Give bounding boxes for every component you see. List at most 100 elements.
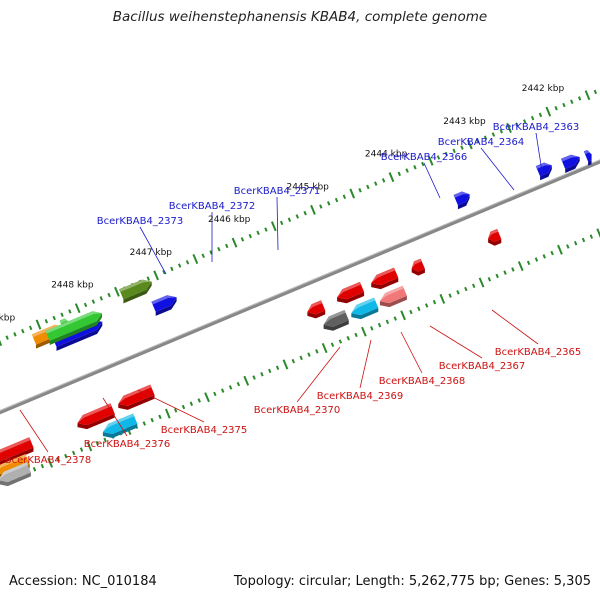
forward-scale-tick	[593, 89, 598, 95]
gene-arrow-highlight	[119, 279, 152, 292]
reverse-scale-tick	[354, 332, 358, 338]
genome-backbone	[0, 159, 600, 415]
gene-bcerkbab4-2375-upper[interactable]	[118, 384, 155, 410]
forward-gene-label[interactable]: BcerKBAB4_2363	[493, 122, 580, 133]
gene-bcerkbab4-2370-upper[interactable]	[307, 300, 326, 319]
gene-arrow-side	[411, 268, 425, 276]
reverse-gene-label[interactable]: BcerKBAB4_2378	[5, 455, 92, 466]
gene-bcerkbab4-2378-grey[interactable]	[0, 462, 31, 487]
forward-scale-tick	[192, 254, 199, 264]
reverse-gene-label[interactable]: BcerKBAB4_2368	[379, 376, 466, 387]
scale-label: 2443 kbp	[443, 117, 486, 127]
reverse-scale-tick	[299, 355, 303, 361]
reverse-gene-label[interactable]: BcerKBAB4_2370	[254, 405, 341, 416]
gene-arrow-side	[56, 321, 103, 351]
gene-bcerkbab4-2370[interactable]	[323, 310, 349, 331]
forward-gene-label[interactable]: BcerKBAB4_2364	[438, 137, 525, 148]
gene-arrow-side	[457, 194, 470, 210]
reverse-gene-label[interactable]: BcerKBAB4_2367	[439, 361, 526, 372]
reverse-scale-tick	[220, 388, 225, 393]
gene-bcerkbab4-2376[interactable]	[102, 413, 138, 439]
gene-bcerkbab4-2365-upper[interactable]	[488, 228, 502, 246]
forward-scale-tick	[107, 292, 111, 298]
gene-bcerkbab4-2368[interactable]	[379, 285, 407, 308]
forward-scale-tick	[436, 155, 441, 160]
gene-bcerkbab4-2371-upper[interactable]	[119, 279, 152, 304]
forward-scale-tick	[366, 184, 370, 190]
forward-scale-tick	[0, 340, 3, 346]
reverse-scale-tick	[40, 463, 45, 469]
forward-scale-tick	[326, 201, 331, 206]
forward-scale-tick	[452, 148, 456, 154]
genome-backbone-highlight	[0, 159, 600, 412]
forward-gene-label[interactable]: BcerKBAB4_2372	[169, 201, 256, 212]
gene-green-bar[interactable]	[45, 311, 103, 345]
gene-bcerkbab4-2369-upper[interactable]	[337, 281, 365, 304]
gene-bcerkbab4-2369[interactable]	[351, 297, 379, 320]
forward-scale-tick	[349, 188, 356, 199]
reverse-scale-tick	[32, 467, 37, 472]
gene-bcerkbab4-2363[interactable]	[561, 154, 580, 173]
gene-bcerkbab4-2366[interactable]	[453, 191, 470, 210]
gene-bcerkbab4-2367-upper[interactable]	[411, 258, 425, 276]
gene-arrow-face	[323, 310, 349, 327]
forward-scale-tick	[491, 132, 496, 137]
reverse-gene-label[interactable]: BcerKBAB4_2365	[495, 347, 582, 358]
reverse-scale-tick	[495, 273, 499, 279]
reverse-label-leader	[359, 339, 372, 389]
scale-label: 2447 kbp	[130, 248, 173, 258]
reverse-scale-tick	[346, 336, 350, 341]
reverse-scale-tick	[361, 326, 367, 337]
reverse-scale-tick	[142, 421, 147, 426]
gene-bcerkbab4-2363-b[interactable]	[583, 150, 592, 166]
reverse-scale-tick	[409, 309, 413, 315]
forward-scale-tick	[21, 328, 25, 334]
reverse-gene-label[interactable]: BcerKBAB4_2375	[161, 425, 248, 436]
reverse-scale-tick	[260, 372, 264, 377]
forward-gene-label[interactable]: BcerKBAB4_2371	[234, 186, 321, 197]
gene-arrow-face	[77, 403, 115, 426]
reverse-gene-label[interactable]: BcerKBAB4_2369	[317, 391, 404, 402]
reverse-scale-tick	[424, 303, 429, 308]
forward-scale-tick	[405, 168, 409, 173]
gene-arrow-side	[337, 292, 365, 304]
map-title: Bacillus weihenstephanensis KBAB4, compl…	[112, 9, 488, 25]
gene-arrow-side	[307, 310, 326, 319]
gene-bcerkbab4-2368-upper[interactable]	[371, 267, 399, 290]
forward-scale-tick	[35, 319, 42, 330]
reverse-scale-tick	[377, 322, 382, 328]
reverse-scale-tick	[542, 254, 546, 259]
reverse-scale-tick	[291, 358, 296, 364]
forward-scale-tick	[287, 217, 292, 222]
forward-scale-tick	[256, 230, 260, 236]
forward-scale-tick	[381, 178, 386, 183]
reverse-scale-tick	[307, 352, 311, 357]
forward-scale-tick	[231, 237, 238, 248]
forward-scale-tick	[99, 296, 103, 301]
gene-bcerkbab4-2371[interactable]	[151, 295, 177, 316]
reverse-scale-tick	[550, 250, 554, 256]
forward-scale-tick	[515, 122, 519, 127]
gene-arrow-face	[307, 300, 326, 315]
gene-bcerkbab4-2376-upper[interactable]	[77, 403, 115, 430]
gene-arrow-face	[0, 437, 34, 462]
gene-bcerkbab4-2378-upper[interactable]	[0, 437, 34, 466]
gene-bcerkbab4-2364[interactable]	[535, 162, 552, 181]
reverse-label-leader	[429, 325, 483, 359]
reverse-scale-tick	[164, 408, 171, 419]
reverse-scale-tick	[64, 453, 68, 459]
reverse-gene-label[interactable]: BcerKBAB4_2376	[84, 439, 171, 450]
scale-label: 2448 kbp	[51, 281, 94, 291]
forward-scale-tick	[310, 204, 316, 215]
forward-scale-tick	[388, 172, 395, 183]
forward-gene-label[interactable]: BcerKBAB4_2373	[97, 216, 184, 227]
forward-scale-tick	[248, 233, 252, 239]
scale-label: 2446 kbp	[208, 215, 251, 225]
reverse-scale-tick	[321, 343, 328, 354]
reverse-scale-tick	[252, 375, 256, 380]
reverse-scale-tick	[103, 437, 107, 442]
forward-scale-tick	[264, 227, 268, 232]
forward-scale-tick	[91, 299, 96, 304]
reverse-scale-tick	[158, 414, 162, 420]
forward-gene-label[interactable]: BcerKBAB4_2366	[381, 152, 468, 163]
